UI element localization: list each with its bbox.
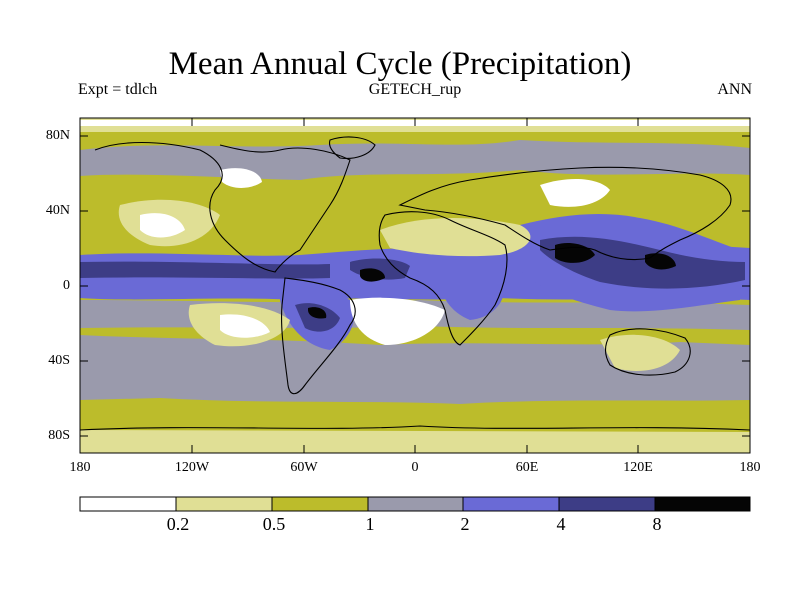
colorbar (79, 496, 751, 512)
field-ne-pacific-driest (140, 213, 185, 238)
colorbar-swatch-1 (176, 497, 272, 511)
lat-label-80n: 80N (45, 128, 70, 143)
north-america-coast (94, 142, 351, 273)
field-antarctic-band (80, 430, 750, 453)
colorbar-swatch-3 (368, 497, 463, 511)
lat-label-0: 0 (63, 278, 70, 293)
field-amazon-max (308, 307, 327, 319)
field-pacific-itcz (80, 261, 330, 279)
lat-label-80s: 80S (48, 428, 70, 443)
field-indian-ocean-core (540, 236, 745, 289)
colorbar-swatch-6 (655, 497, 750, 511)
eurasia-coast (398, 166, 732, 261)
longitude-ticks (191, 118, 639, 453)
latitude-ticks (80, 135, 750, 437)
colorbar-label-0-2: 0.2 (166, 514, 190, 534)
africa-coast (378, 211, 508, 346)
colorbar-label-8: 8 (652, 514, 662, 534)
colorbar-label-0-5: 0.5 (262, 514, 286, 534)
colorbar-swatch-4 (463, 497, 559, 511)
lon-label-180w: 180 (69, 460, 91, 475)
south-america-coast (281, 277, 356, 395)
lon-label-60e: 60E (515, 460, 539, 475)
lon-label-60w: 60W (290, 460, 318, 475)
lat-label-40s: 40S (48, 353, 70, 368)
coastlines (80, 136, 750, 431)
colorbar-swatch-0 (80, 497, 176, 511)
field-sahara (380, 218, 531, 257)
precipitation-field (80, 118, 750, 453)
lat-label-40n: 40N (45, 203, 70, 218)
dataset-label: GETECH_rup (368, 81, 462, 98)
experiment-label: Expt = tdlch (78, 81, 158, 98)
colorbar-swatch-5 (559, 497, 655, 511)
colorbar-label-4: 4 (556, 514, 566, 534)
field-se-pacific-driest (220, 314, 270, 338)
lon-label-0: 0 (411, 460, 419, 475)
field-south-storm-track (80, 335, 750, 404)
colorbar-frame (79, 496, 751, 512)
period-label: ANN (717, 81, 752, 98)
field-gulf-of-guinea-max (360, 268, 385, 282)
field-congo (440, 273, 505, 320)
lon-label-180e: 180 (739, 460, 761, 475)
lon-label-120w: 120W (174, 460, 210, 475)
field-north-america-dry (220, 168, 262, 188)
antarctica-coast (80, 425, 750, 431)
field-south-atlantic-dry (350, 297, 445, 345)
greenland-coast (328, 136, 376, 159)
field-west-pacific-max (645, 253, 676, 270)
field-australia-dry (600, 334, 680, 371)
lon-label-120e: 120E (623, 460, 653, 475)
colorbar-label-1: 1 (365, 514, 375, 534)
colorbar-label-2: 2 (460, 514, 470, 534)
map-title: Mean Annual Cycle (Precipitation) (168, 46, 632, 82)
colorbar-swatch-2 (272, 497, 368, 511)
field-central-asia-dry (540, 178, 610, 207)
australia-coast (604, 328, 691, 376)
